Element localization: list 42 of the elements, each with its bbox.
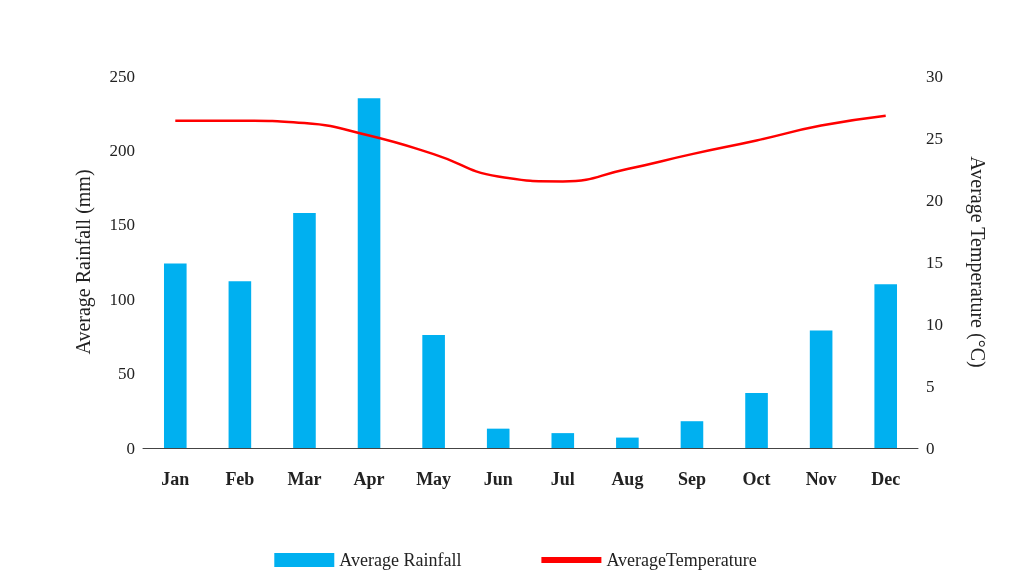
y-tick-label: 100 <box>109 289 135 309</box>
x-tick-label: Jun <box>483 469 513 489</box>
line-series <box>174 114 887 183</box>
y2-tick-label: 20 <box>926 190 943 210</box>
x-tick-label: Jan <box>161 469 190 489</box>
bar <box>228 281 252 448</box>
y-tick-label: 150 <box>109 215 135 235</box>
y2-tick-label: 5 <box>926 376 935 396</box>
legend-label: AverageTemperature <box>606 550 757 570</box>
bar <box>293 212 316 448</box>
y2-tick-label: 10 <box>926 314 943 334</box>
legend-label: Average Rainfall <box>339 550 462 570</box>
y2-tick-label: 15 <box>926 252 943 272</box>
x-tick-label: Oct <box>742 469 771 489</box>
y-tick-label: 0 <box>126 438 135 458</box>
x-tick-label: Dec <box>871 469 901 489</box>
bar <box>486 428 510 448</box>
y-axis-title: Average Rainfall (mm) <box>72 169 95 355</box>
x-tick-label: Sep <box>677 469 706 489</box>
y2-tick-label: 0 <box>926 438 935 458</box>
y2-axis-title: Average Temperature (°C) <box>966 156 989 368</box>
bar <box>616 437 639 448</box>
y2-tick-label: 30 <box>926 66 943 86</box>
x-tick-label: Feb <box>225 469 255 489</box>
bar <box>163 263 187 448</box>
y2-tick-label: 25 <box>926 128 943 148</box>
bar <box>422 334 445 448</box>
y-tick-label: 200 <box>109 140 135 160</box>
bar <box>809 330 833 448</box>
x-tick-label: Jul <box>550 469 575 489</box>
bar <box>551 433 575 448</box>
x-tick-label: Apr <box>353 469 385 489</box>
y-tick-label: 50 <box>118 364 135 384</box>
bar <box>874 284 898 448</box>
bar <box>680 421 704 448</box>
x-tick-label: Nov <box>805 469 837 489</box>
y-tick-label: 250 <box>109 66 135 86</box>
x-tick-label: Mar <box>287 469 322 489</box>
bar <box>745 392 768 448</box>
x-tick-label: May <box>416 469 452 489</box>
x-tick-label: Aug <box>611 469 644 489</box>
bar <box>357 98 381 448</box>
